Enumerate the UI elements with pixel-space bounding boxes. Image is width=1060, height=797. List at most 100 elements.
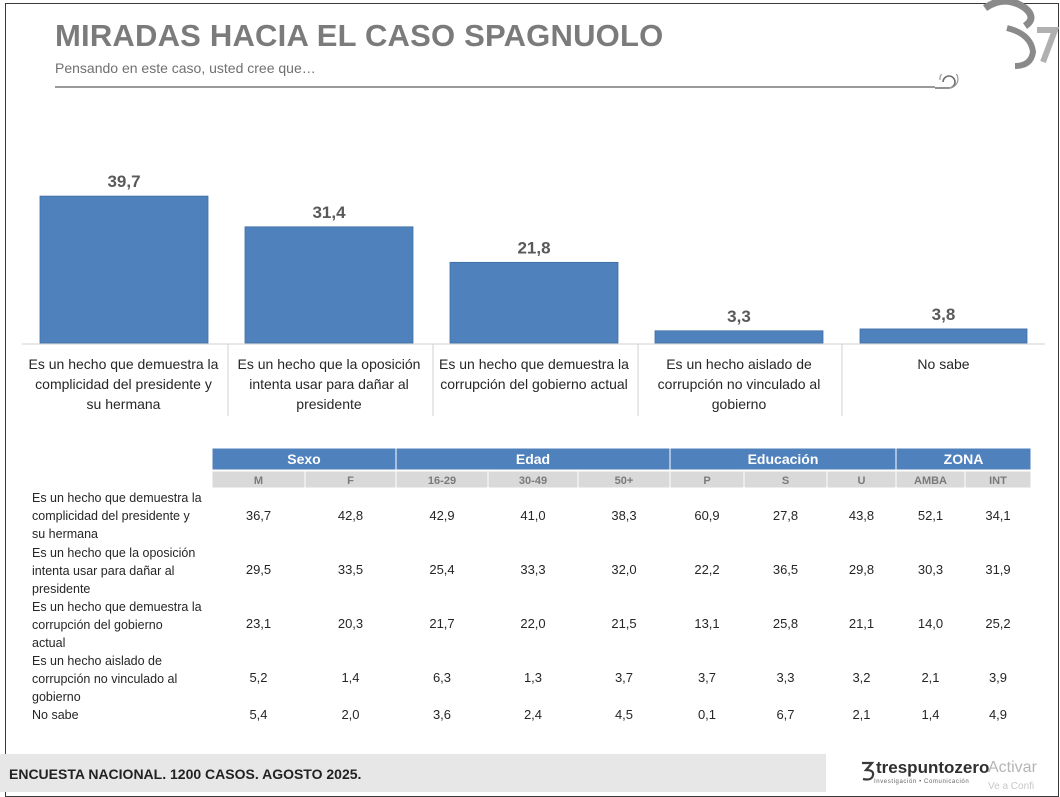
row-label: corrupción del gobierno (32, 618, 163, 632)
group-header-label: ZONA (944, 451, 984, 467)
group-header (895, 447, 1032, 471)
table-cell: 60,9 (694, 508, 719, 523)
table-cell: 25,4 (429, 562, 454, 577)
row-label: No sabe (32, 708, 79, 722)
column-header-label: U (858, 475, 866, 487)
bar-value-label: 3,3 (727, 307, 751, 326)
table-cell: 2,4 (524, 707, 542, 722)
table-cell: 3,6 (433, 707, 451, 722)
column-header-label: AMBA (914, 475, 947, 487)
bar-value-label: 39,7 (107, 172, 140, 191)
row-label: Es un hecho que demuestra la (32, 491, 202, 505)
table-cell: 5,4 (249, 707, 267, 722)
bar (449, 261, 619, 344)
table-cell: 3,2 (852, 670, 870, 685)
table-cell: 21,7 (429, 616, 454, 631)
row-label: su hermana (32, 527, 98, 541)
category-label: Es un hecho que la oposición (238, 356, 421, 372)
table-cell: 20,3 (338, 616, 363, 631)
table-cell: 3,7 (698, 670, 716, 685)
bar (39, 195, 209, 344)
category-label: presidente (296, 396, 362, 412)
table-cell: 1,4 (341, 670, 359, 685)
table-cell: 38,3 (611, 508, 636, 523)
group-header-label: Edad (516, 451, 550, 467)
category-label: corrupción del gobierno actual (440, 376, 628, 392)
category-label: Es un hecho aislado de (666, 356, 812, 372)
table-cell: 33,3 (520, 562, 545, 577)
bar-value-label: 31,4 (312, 203, 346, 222)
table-cell: 5,2 (249, 670, 267, 685)
table-cell: 31,9 (985, 562, 1010, 577)
footer-text: ENCUESTA NACIONAL. 1200 CASOS. AGOSTO 20… (9, 766, 362, 782)
column-header-label: S (782, 475, 789, 487)
group-header-label: Educación (748, 451, 819, 467)
table-cell: 3,7 (615, 670, 633, 685)
column-header-label: M (254, 475, 263, 487)
table-cell: 34,1 (985, 508, 1010, 523)
column-header-label: P (703, 475, 710, 487)
column-header-label: F (347, 475, 354, 487)
table-cell: 25,8 (773, 616, 798, 631)
row-label: gobierno (32, 690, 81, 704)
swirl-icon (935, 74, 959, 89)
table-cell: 3,3 (776, 670, 794, 685)
brand-three-icon (862, 761, 875, 781)
table-cell: 27,8 (773, 508, 798, 523)
table-cell: 23,1 (246, 616, 271, 631)
table-cell: 22,2 (694, 562, 719, 577)
table-cell: 41,0 (520, 508, 545, 523)
bar (654, 330, 824, 344)
table-cell: 36,7 (246, 508, 271, 523)
category-label: corrupción no vinculado al (658, 376, 821, 392)
bar (859, 328, 1028, 344)
row-label: presidente (32, 582, 90, 596)
table-cell: 21,1 (849, 616, 874, 631)
table-cell: 42,9 (429, 508, 454, 523)
table-cell: 32,0 (611, 562, 636, 577)
column-header-label: 16-29 (428, 475, 456, 487)
category-label: Es un hecho que demuestra la (439, 356, 629, 372)
brand-name: trespuntozero (876, 758, 990, 777)
table-cell: 29,5 (246, 562, 271, 577)
table-cell: 36,5 (773, 562, 798, 577)
column-header (964, 470, 1032, 489)
slide (5, 3, 1059, 797)
table-cell: 1,4 (921, 707, 939, 722)
table-cell: 29,8 (849, 562, 874, 577)
row-label: actual (32, 636, 65, 650)
table-cell: 6,3 (433, 670, 451, 685)
footer-bar (0, 754, 826, 792)
table-cell: 30,3 (918, 562, 943, 577)
page-subtitle: Pensando en este caso, usted cree que… (55, 60, 316, 76)
activation-watermark: Activar (988, 759, 1037, 776)
table-cell: 6,7 (776, 707, 794, 722)
row-label: Es un hecho que demuestra la (32, 600, 202, 614)
table-cell: 0,1 (698, 707, 716, 722)
table-cell: 1,3 (524, 670, 542, 685)
row-label: intenta usar para dañar al (32, 564, 174, 578)
table-cell: 3,9 (989, 670, 1007, 685)
bar (244, 226, 414, 344)
category-label: complicidad del presidente y (35, 376, 212, 392)
table-cell: 33,5 (338, 562, 363, 577)
row-label: Es un hecho que la oposición (32, 546, 195, 560)
table-cell: 52,1 (918, 508, 943, 523)
group-header-label: Sexo (287, 451, 320, 467)
row-label: complicidad del presidente y (32, 509, 190, 523)
table-cell: 42,8 (338, 508, 363, 523)
table-cell: 4,9 (989, 707, 1007, 722)
brand-tagline: Investigación • Comunicación (874, 779, 970, 785)
row-label: Es un hecho aislado de (32, 654, 162, 668)
table-cell: 25,2 (985, 616, 1010, 631)
category-label: intenta usar para dañar al (249, 376, 409, 392)
bar-value-label: 3,8 (932, 305, 956, 324)
table-cell: 43,8 (849, 508, 874, 523)
row-label: corrupción no vinculado al (32, 672, 177, 686)
table-cell: 14,0 (918, 616, 943, 631)
category-label: No sabe (917, 356, 969, 372)
table-cell: 2,1 (852, 707, 870, 722)
column-header-label: 30-49 (519, 475, 547, 487)
table-cell: 2,1 (921, 670, 939, 685)
